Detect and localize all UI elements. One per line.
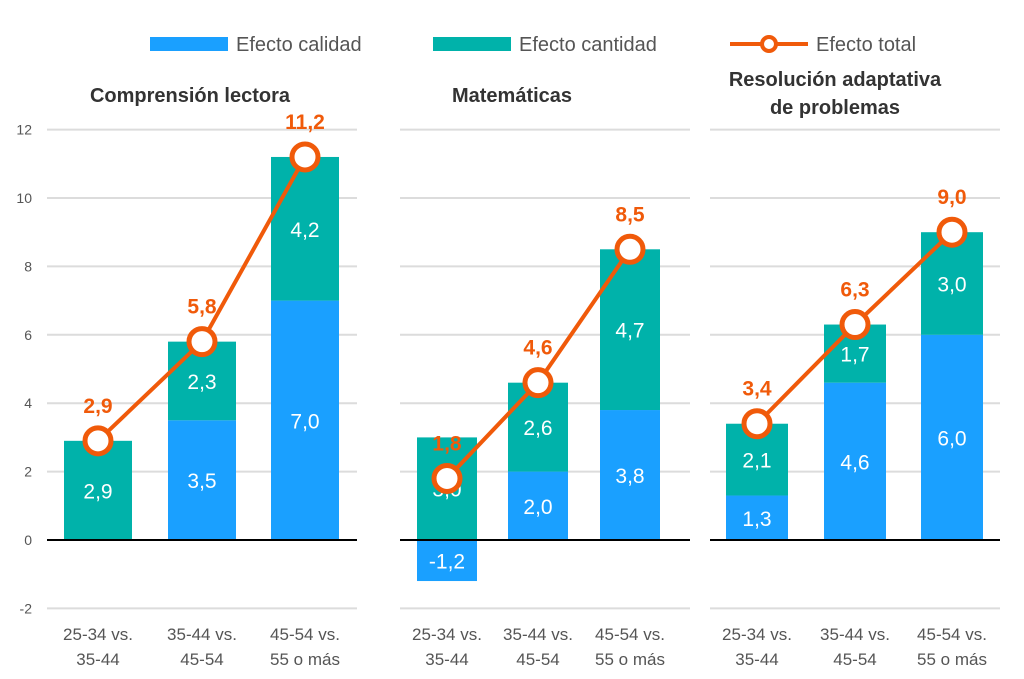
bar-label: 4,6 [840,451,869,474]
x-tick-label: 55 o más [917,650,987,669]
y-tick-label: 10 [16,190,32,206]
x-tick-label: 55 o más [595,650,665,669]
legend-label: Efecto cantidad [519,34,657,56]
x-tick-label: 35-44 vs. [820,625,890,644]
x-tick-label: 45-54 vs. [595,625,665,644]
bar-efecto-calidad [168,420,236,540]
total-label: 9,0 [937,186,966,209]
legend-label: Efecto calidad [236,34,362,56]
bar-efecto-calidad [508,471,568,540]
bar-efecto-calidad [921,334,983,540]
x-tick-label: 45-54 vs. [917,625,987,644]
x-tick-label: 35-44 vs. [503,625,573,644]
total-marker [186,326,218,358]
y-tick-label: 8 [24,258,32,274]
x-tick-label: 35-44 [735,650,778,669]
legend-item: Efecto total [730,34,916,56]
x-tick-label: 35-44 vs. [167,625,237,644]
bar-label: -1,2 [429,551,465,574]
x-tick-label: 45-54 vs. [270,625,340,644]
total-marker [839,309,871,341]
total-label: 8,5 [615,203,645,226]
bar-label: 1,3 [742,508,771,531]
bar-label: 7,0 [290,410,319,433]
total-marker [741,408,773,440]
panel-title: de problemas [770,97,900,119]
legend-swatch [150,37,228,51]
x-tick-label: 25-34 vs. [722,625,792,644]
bar-label: 3,0 [937,274,966,297]
legend-marker [760,35,778,53]
total-marker [431,462,463,494]
bar-label: 1,7 [840,344,869,367]
bar-label: 3,8 [615,465,644,488]
y-tick-label: -2 [20,600,33,616]
total-label: 5,8 [187,296,217,319]
panel: Resolución adaptativa de problemas 1,3 2,1 2… [710,69,1000,669]
total-marker [614,233,646,265]
bar-efecto-cantidad [64,440,132,540]
bar-label: 4,2 [290,219,319,242]
bar-efecto-calidad [726,495,788,540]
total-label: 6,3 [840,279,869,302]
legend-swatch [433,37,511,51]
y-tick-label: 0 [24,532,32,548]
x-tick-label: 45-54 [833,650,876,669]
panel-title: Comprensión lectora [90,85,291,107]
y-tick-label: 6 [24,327,32,343]
x-tick-label: 25-34 vs. [412,625,482,644]
y-tick-label: 4 [24,395,32,411]
bar-efecto-calidad [600,410,660,540]
total-label: 11,2 [285,111,325,134]
total-label: 2,9 [83,395,112,418]
y-tick-label: 12 [16,122,32,138]
bar-label: 4,7 [615,320,644,343]
bar-label: 2,6 [523,417,552,440]
panel: Matemáticas-1,23,025-34 vs.35-442,02,635… [400,85,690,669]
total-marker [936,216,968,248]
bar-label: 6,0 [937,427,966,450]
bar-efecto-cantidad [271,156,339,301]
x-tick-label: 55 o más [270,650,340,669]
x-tick-label: 35-44 [425,650,468,669]
bar-label: 3,5 [187,470,216,493]
bar-label: 2,0 [523,496,552,519]
bar-label: 2,1 [742,450,771,473]
x-tick-label: 25-34 vs. [63,625,133,644]
panel-title: Resolución adaptativa [729,69,942,91]
bar-efecto-calidad [417,540,477,582]
x-tick-label: 35-44 [76,650,119,669]
panel-title: Matemáticas [452,85,572,107]
total-marker [82,425,114,457]
bar-efecto-calidad [271,300,339,540]
total-marker [522,367,554,399]
panel: Comprensión lectora 2,9 25-34 vs. 35-44 3,5 2… [47,85,357,669]
x-tick-label: 45-54 [180,650,223,669]
legend-item: Efecto cantidad [433,34,657,56]
total-marker [289,141,321,173]
y-tick-label: 2 [24,464,32,480]
bar-efecto-calidad [824,382,886,540]
total-label: 1,8 [432,432,462,455]
total-label: 4,6 [523,337,552,360]
legend-label: Efecto total [816,34,916,56]
legend-item: Efecto calidad [150,34,362,56]
total-label: 3,4 [742,378,772,401]
x-tick-label: 45-54 [516,650,559,669]
bar-label: 2,3 [187,371,216,394]
bar-label: 2,9 [83,480,112,503]
